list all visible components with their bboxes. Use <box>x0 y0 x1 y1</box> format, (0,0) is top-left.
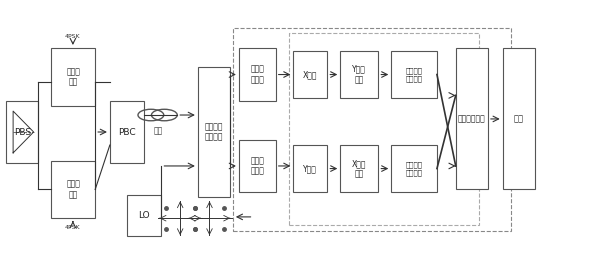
Bar <box>340 145 378 192</box>
Bar <box>198 67 230 197</box>
Text: LO: LO <box>138 211 150 220</box>
Text: Y偏振: Y偏振 <box>303 164 317 173</box>
Text: 光纤: 光纤 <box>154 127 163 136</box>
Bar <box>340 51 378 98</box>
Text: X偏振: X偏振 <box>303 70 317 79</box>
Bar <box>110 101 144 163</box>
Bar <box>233 27 511 231</box>
Text: 4PSK: 4PSK <box>65 34 81 39</box>
Text: 偏振复用
相干接收: 偏振复用 相干接收 <box>204 122 223 142</box>
Text: 译码: 译码 <box>514 114 524 124</box>
Bar <box>391 145 437 192</box>
Bar <box>289 33 479 225</box>
Text: 4PSK: 4PSK <box>65 225 81 230</box>
Text: 光相位
调制: 光相位 调制 <box>67 67 80 87</box>
Bar <box>239 48 276 101</box>
Bar <box>127 195 161 237</box>
Text: 光相位
调制: 光相位 调制 <box>67 180 80 199</box>
Text: 频偏相
位估计: 频偏相 位估计 <box>250 156 264 176</box>
Bar <box>391 51 437 98</box>
Bar <box>51 48 95 106</box>
Text: X共轭
映射: X共轭 映射 <box>352 159 366 178</box>
Text: Y共轭
映射: Y共轭 映射 <box>352 65 366 84</box>
Text: 最大最小
相关判决: 最大最小 相关判决 <box>406 162 422 176</box>
Text: 数字相干叠加: 数字相干叠加 <box>458 114 486 124</box>
Bar <box>502 48 535 190</box>
Bar <box>239 140 276 192</box>
Text: 频偏相
位估计: 频偏相 位估计 <box>250 65 264 84</box>
Bar <box>293 145 327 192</box>
Bar <box>456 48 488 190</box>
Text: 最大最小
相关判决: 最大最小 相关判决 <box>406 67 422 82</box>
Text: PBC: PBC <box>118 128 135 136</box>
Bar <box>293 51 327 98</box>
Bar <box>51 161 95 218</box>
Bar <box>6 101 38 163</box>
Text: PBS: PBS <box>14 128 31 136</box>
